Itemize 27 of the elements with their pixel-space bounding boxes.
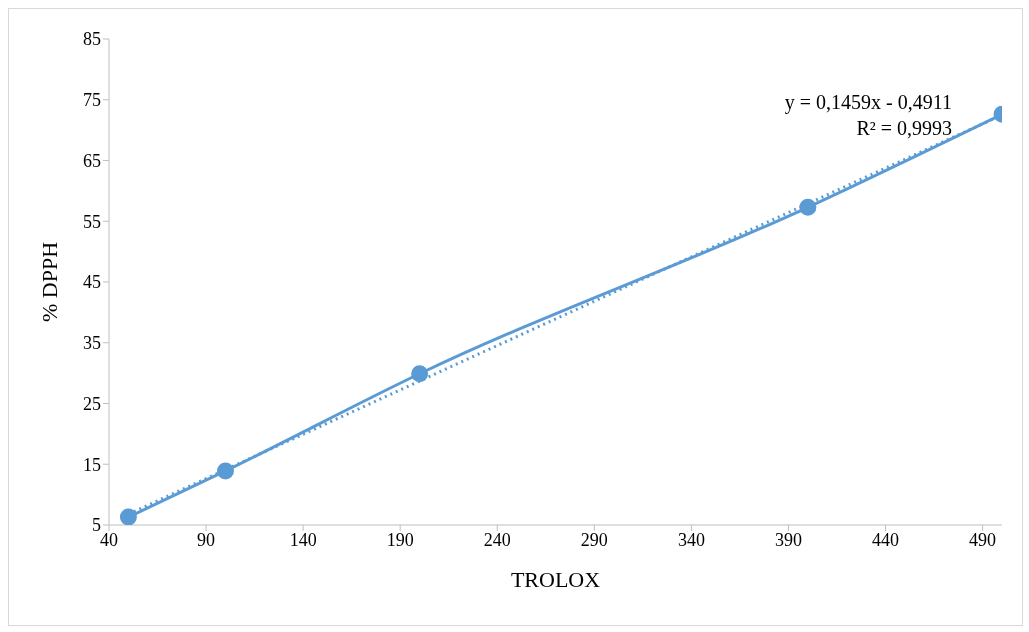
- y-tick-label: 5: [92, 515, 101, 536]
- annotation: R² = 0,9993: [855, 116, 952, 141]
- y-tick-label: 65: [83, 150, 101, 171]
- x-tick-label: 290: [580, 529, 608, 550]
- x-tick-label: 390: [774, 529, 802, 550]
- y-tick-label: 75: [83, 90, 101, 111]
- y-tick-label: 85: [83, 29, 101, 50]
- x-tick-label: 190: [386, 529, 414, 550]
- x-axis-title: TROLOX: [510, 567, 601, 592]
- y-tick-label: 25: [83, 393, 101, 414]
- x-tick-label: 140: [289, 529, 317, 550]
- x-tick-label: 440: [872, 529, 900, 550]
- y-tick-label: 15: [83, 454, 101, 475]
- point: [119, 508, 137, 525]
- y-tick-label: 35: [83, 333, 101, 354]
- y-tick-label: 55: [83, 211, 101, 232]
- annotation: y = 0,1459x - 0,4911: [784, 90, 952, 115]
- point: [411, 365, 429, 383]
- y-tick-label: 45: [83, 272, 101, 293]
- x-tick-label: 40: [100, 529, 118, 550]
- x-tick-label: 340: [677, 529, 705, 550]
- y-axis-title: % DPPH: [36, 241, 62, 323]
- point: [799, 198, 817, 216]
- x-tick-label: 90: [197, 529, 216, 550]
- point: [216, 462, 234, 480]
- x-tick-label: 240: [483, 529, 511, 550]
- x-tick-label: 490: [969, 529, 997, 550]
